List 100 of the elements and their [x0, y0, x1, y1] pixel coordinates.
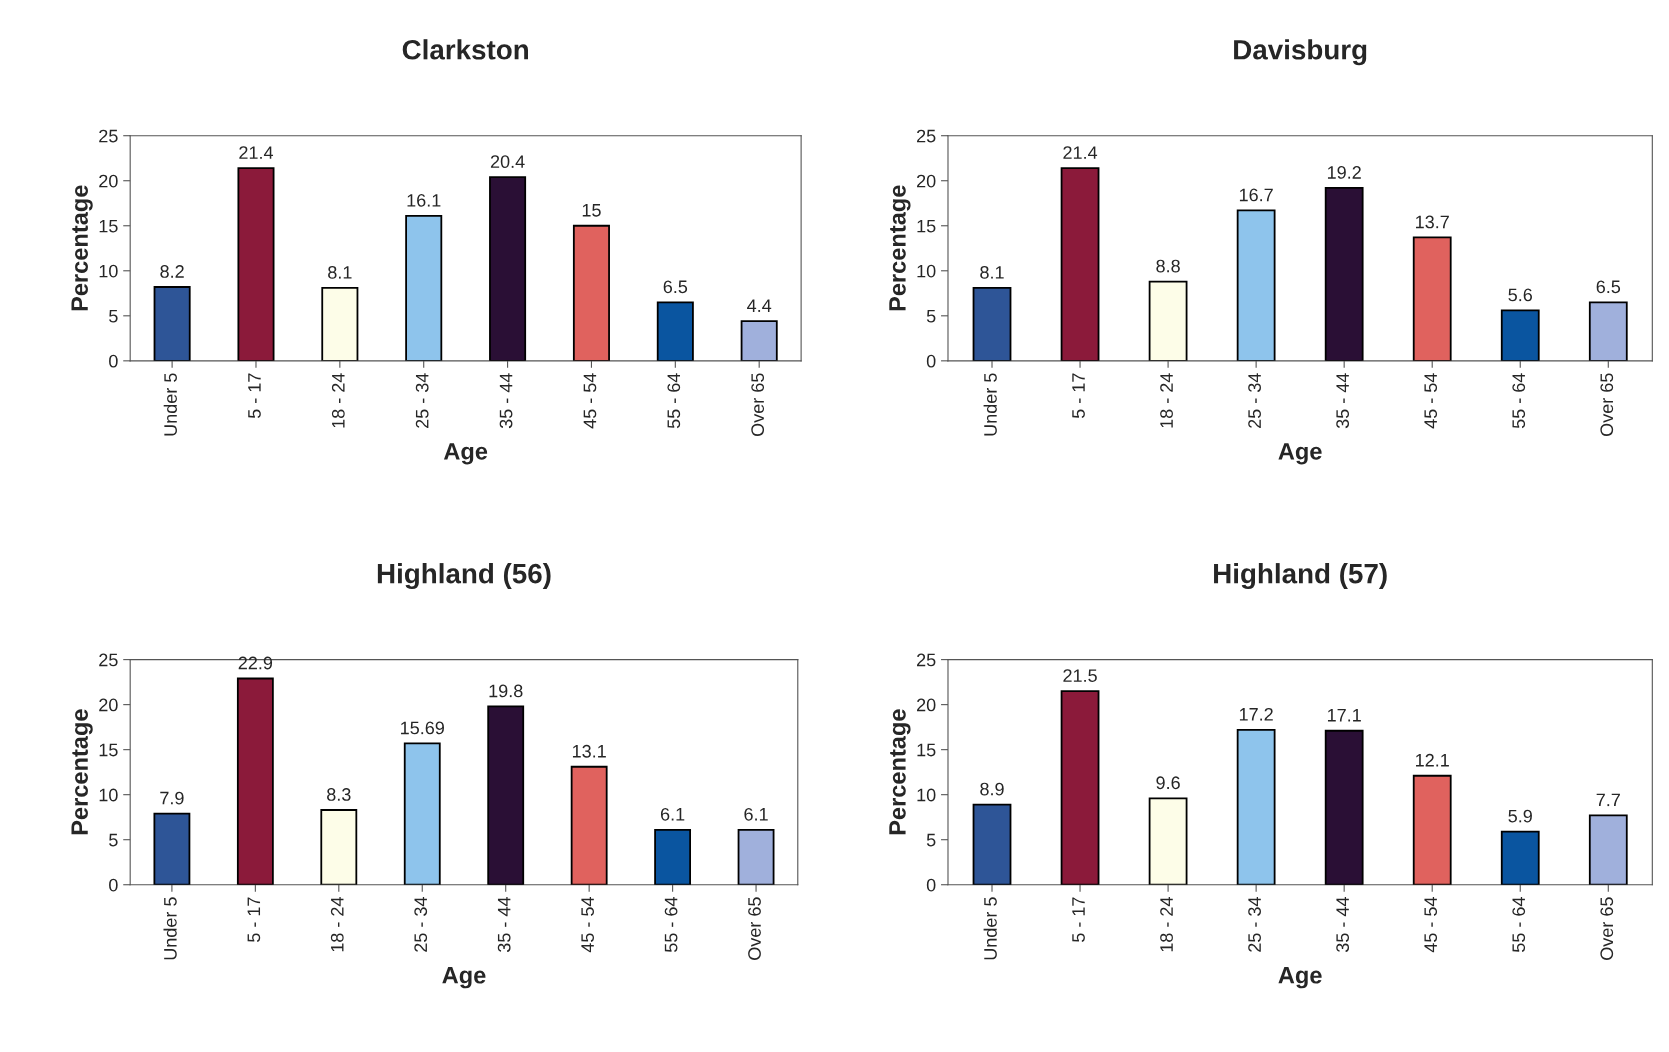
bar — [1324, 187, 1364, 361]
x-tick-label: Over 65 — [1600, 897, 1614, 960]
x-tick-label: 45 - 54 — [581, 897, 594, 953]
data-label: 13.1 — [572, 744, 606, 758]
data-label: 7.9 — [160, 791, 184, 805]
x-tick-label: 55 - 64 — [1512, 897, 1526, 953]
data-label: 5.9 — [1508, 809, 1532, 823]
x-tick-label: 35 - 44 — [1336, 897, 1350, 953]
data-label: 19.8 — [489, 684, 523, 698]
y-tick-label: 15 — [99, 219, 118, 233]
y-tick-label: 25 — [917, 653, 936, 667]
y-tick-label: 10 — [99, 788, 118, 802]
data-label: 4.4 — [747, 299, 772, 312]
y-tick-label: 20 — [917, 698, 936, 712]
data-label: 8.1 — [980, 265, 1004, 279]
x-tick-label: 18 - 24 — [331, 373, 345, 428]
bar — [236, 677, 274, 885]
data-label: 5.6 — [1508, 288, 1533, 302]
bar — [972, 286, 1012, 361]
x-tick-label: 18 - 24 — [1160, 897, 1173, 952]
y-tick-label: 25 — [917, 129, 936, 143]
data-label: 16.1 — [407, 193, 441, 207]
bar — [1412, 236, 1452, 361]
x-tick-label: Under 5 — [163, 373, 177, 436]
bar — [737, 828, 775, 885]
bar — [1060, 167, 1100, 361]
x-tick-label: Under 5 — [163, 897, 177, 960]
y-tick-label: 15 — [917, 219, 936, 233]
y-tick-label: 10 — [99, 264, 118, 278]
x-axis-title: Age — [442, 967, 486, 989]
x-tick-label: 45 - 54 — [1424, 897, 1438, 953]
data-label: 8.3 — [327, 788, 351, 801]
y-tick-label: 25 — [99, 129, 118, 143]
bar — [1324, 729, 1364, 885]
y-tick-label: 5 — [926, 309, 936, 323]
bar — [1412, 774, 1452, 885]
y-tick-label: 15 — [99, 743, 118, 757]
x-tick-label: 55 - 64 — [664, 897, 678, 953]
chart-title: Clarkston — [402, 39, 528, 60]
x-axis-title: Age — [443, 443, 488, 465]
bar — [1236, 209, 1276, 361]
y-tick-label: 15 — [917, 743, 936, 757]
x-axis-title: Age — [1278, 443, 1322, 465]
bar — [489, 176, 527, 361]
data-label: 12.1 — [1416, 753, 1449, 767]
bar — [153, 812, 191, 885]
x-tick-label: Over 65 — [748, 897, 761, 960]
x-tick-label: 45 - 54 — [583, 373, 597, 429]
data-label: 15.69 — [401, 721, 444, 735]
y-tick-label: 20 — [917, 174, 936, 188]
data-label: 6.5 — [1596, 280, 1621, 294]
x-tick-label: Under 5 — [983, 897, 997, 960]
bar — [1588, 301, 1628, 361]
x-tick-label: 55 - 64 — [667, 373, 681, 429]
y-tick-label: 10 — [917, 788, 936, 802]
x-tick-label: 5 - 17 — [248, 373, 261, 419]
chart-title: Davisburg — [1234, 39, 1367, 66]
y-axis-title: Percentage — [889, 185, 911, 311]
y-tick-label: 5 — [109, 309, 118, 323]
y-tick-label: 25 — [99, 653, 118, 667]
bar — [1148, 797, 1188, 885]
y-axis-title: Percentage — [889, 709, 911, 835]
data-label: 22.9 — [238, 656, 273, 670]
y-tick-label: 5 — [926, 833, 936, 847]
data-label: 17.1 — [1327, 709, 1361, 722]
data-label: 13.7 — [1416, 215, 1449, 229]
x-tick-label: 5 - 17 — [1072, 897, 1085, 942]
x-tick-label: Under 5 — [983, 373, 997, 436]
x-tick-label: 45 - 54 — [1424, 373, 1438, 429]
bar — [1500, 309, 1540, 361]
data-label: 8.1 — [328, 265, 352, 279]
y-tick-label: 10 — [917, 264, 936, 278]
x-tick-label: 35 - 44 — [1336, 373, 1350, 429]
data-label: 9.6 — [1156, 776, 1180, 790]
bar — [570, 765, 608, 885]
x-tick-label: 25 - 34 — [1248, 897, 1261, 952]
data-label: 21.5 — [1063, 669, 1097, 682]
bar — [1060, 690, 1100, 885]
data-label: 7.7 — [1596, 793, 1620, 807]
bar — [1148, 280, 1188, 361]
bar — [1500, 830, 1540, 885]
data-label: 20.4 — [490, 155, 525, 169]
bar — [320, 809, 358, 885]
bar — [654, 828, 692, 885]
x-tick-label: 18 - 24 — [1160, 373, 1173, 428]
data-label: 21.4 — [1063, 146, 1098, 159]
x-tick-label: Over 65 — [1600, 373, 1614, 437]
data-label: 6.5 — [663, 280, 688, 294]
y-tick-label: 0 — [926, 878, 936, 892]
x-axis-title: Age — [1278, 967, 1322, 989]
y-tick-label: 5 — [109, 833, 118, 847]
data-label: 17.2 — [1239, 707, 1273, 721]
data-label: 8.9 — [980, 782, 1004, 796]
data-label: 21.4 — [239, 146, 274, 159]
data-label: 6.1 — [744, 807, 768, 821]
bar — [740, 320, 778, 361]
x-tick-label: 25 - 34 — [415, 373, 429, 428]
bar — [1588, 814, 1628, 885]
bar — [572, 224, 610, 361]
bar — [656, 301, 694, 361]
